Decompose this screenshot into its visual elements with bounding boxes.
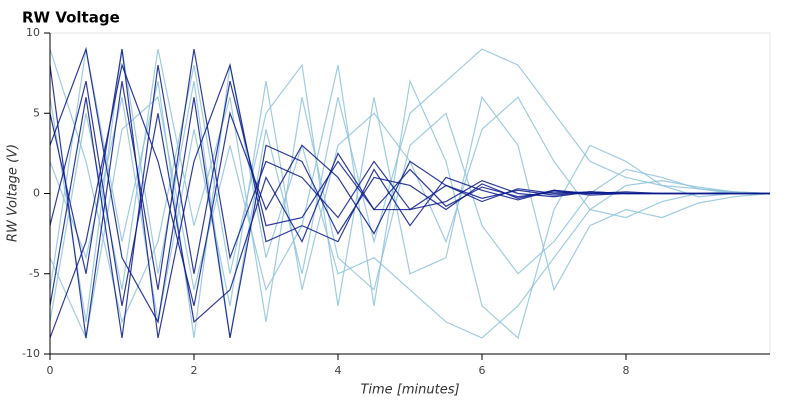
x-tick-label: 0 [47,364,54,377]
y-tick-label: 0 [33,187,40,200]
y-tick-label: -10 [22,347,40,360]
chart-title: RW Voltage [22,9,120,27]
y-tick-label: 10 [26,26,40,39]
y-tick-label: 5 [33,106,40,119]
x-tick-label: 8 [623,364,630,377]
x-tick-label: 6 [479,364,486,377]
lines [50,46,770,340]
series-line [50,48,770,323]
x-tick-label: 4 [335,364,342,377]
series-line [50,48,770,339]
x-tick-label: 2 [191,364,198,377]
series-line [50,81,770,324]
x-axis-label: Time [minutes] [360,383,459,398]
series-line [50,64,770,340]
y-axis-label: RW Voltage (V) [6,144,21,242]
y-tick-label: -5 [29,267,40,280]
